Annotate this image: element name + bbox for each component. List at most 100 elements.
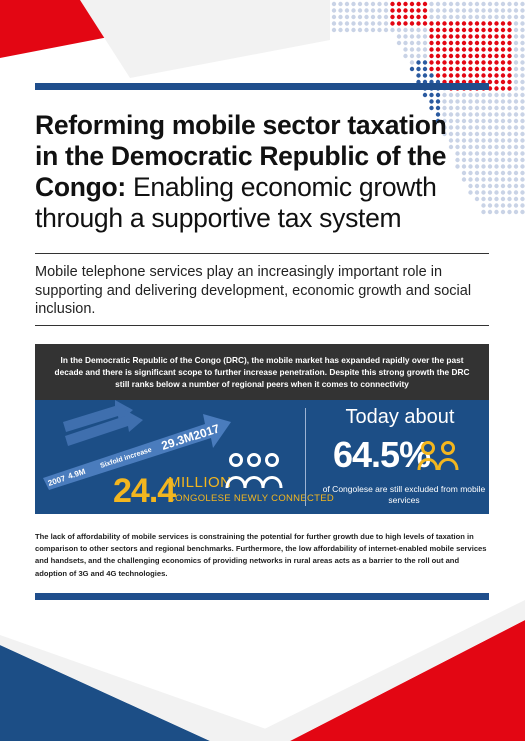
map-dot <box>468 131 473 137</box>
map-dot <box>507 196 512 202</box>
map-dot <box>383 1 389 7</box>
map-dot <box>513 8 519 13</box>
map-dot <box>500 99 506 104</box>
map-dot <box>494 209 499 215</box>
map-dot <box>520 1 525 7</box>
map-dot <box>481 138 486 143</box>
map-dot <box>520 34 525 39</box>
map-dot <box>422 73 428 78</box>
map-dot <box>455 53 460 59</box>
body-paragraph: The lack of affordability of mobile serv… <box>35 532 487 578</box>
map-dot <box>455 21 460 26</box>
map-dot <box>487 151 493 156</box>
map-dot <box>409 66 415 72</box>
map-dot <box>461 177 467 182</box>
map-dot <box>468 92 473 98</box>
map-dot <box>442 1 447 7</box>
map-dot <box>435 53 441 59</box>
map-dot <box>435 40 441 46</box>
map-dot <box>468 99 473 104</box>
map-dot <box>500 92 506 98</box>
map-dot <box>409 53 415 59</box>
map-dot <box>513 131 519 137</box>
map-dot <box>520 86 525 91</box>
map-dot <box>435 99 441 104</box>
map-dot <box>455 66 460 72</box>
map-dot <box>513 118 519 124</box>
map-dot <box>481 209 486 215</box>
map-dot <box>338 21 343 26</box>
map-dot <box>461 170 467 176</box>
map-dot <box>487 105 493 111</box>
map-dot <box>487 27 493 33</box>
map-dot <box>513 79 519 85</box>
map-dot <box>481 203 486 208</box>
map-dot <box>442 21 447 26</box>
map-dot <box>487 34 493 39</box>
map-dot <box>429 47 434 52</box>
map-dot <box>409 8 415 13</box>
map-dot <box>344 27 350 33</box>
map-dot <box>520 131 525 137</box>
map-dot <box>442 92 447 98</box>
map-dot <box>507 60 512 65</box>
map-dot <box>468 177 473 182</box>
map-dot <box>468 190 473 195</box>
map-dot <box>507 177 512 182</box>
map-dot <box>448 21 454 26</box>
map-dot <box>422 47 428 52</box>
map-dot <box>494 21 499 26</box>
map-dot <box>474 190 480 195</box>
map-dot <box>500 66 506 72</box>
map-dot <box>520 66 525 72</box>
map-dot <box>507 190 512 195</box>
intro-bottom-rule <box>35 325 489 326</box>
map-dot <box>474 40 480 46</box>
map-dot <box>409 34 415 39</box>
map-dot <box>513 190 519 195</box>
map-dot <box>513 27 519 33</box>
map-dot <box>442 112 447 117</box>
map-dot <box>442 66 447 72</box>
map-dot <box>474 105 480 111</box>
map-dot <box>520 92 525 98</box>
map-dot <box>481 157 486 163</box>
map-dot <box>448 92 454 98</box>
map-dot <box>520 112 525 117</box>
person-pair-icon <box>417 441 459 471</box>
map-dot <box>468 1 473 7</box>
map-dot <box>487 112 493 117</box>
map-dot <box>513 60 519 65</box>
map-dot <box>520 47 525 52</box>
map-dot <box>474 53 480 59</box>
map-dot <box>500 144 506 150</box>
map-dot <box>455 138 460 143</box>
title-regular: Enabling economic growth through a suppo… <box>35 172 437 233</box>
map-dot <box>461 1 467 7</box>
map-dot <box>520 118 525 124</box>
map-dot <box>403 21 408 26</box>
map-dot <box>520 99 525 104</box>
dotted-map-graphic <box>331 1 525 215</box>
map-dot <box>338 1 343 7</box>
map-dot <box>422 1 428 7</box>
map-dot <box>481 151 486 156</box>
map-dot <box>494 8 499 13</box>
map-dot <box>429 27 434 33</box>
map-dot <box>474 144 480 150</box>
map-dot <box>487 190 493 195</box>
map-dot <box>461 66 467 72</box>
map-dot <box>435 73 441 78</box>
map-dot <box>494 196 499 202</box>
map-dot <box>468 8 473 13</box>
map-dot <box>481 1 486 7</box>
map-dot <box>494 164 499 169</box>
new-connections-number: 24.4 <box>113 472 176 510</box>
map-dot <box>474 138 480 143</box>
map-dot <box>455 144 460 150</box>
map-dot <box>500 53 506 59</box>
map-dot <box>455 8 460 13</box>
map-dot <box>500 157 506 163</box>
map-dot <box>338 8 343 13</box>
map-dot <box>331 21 337 26</box>
